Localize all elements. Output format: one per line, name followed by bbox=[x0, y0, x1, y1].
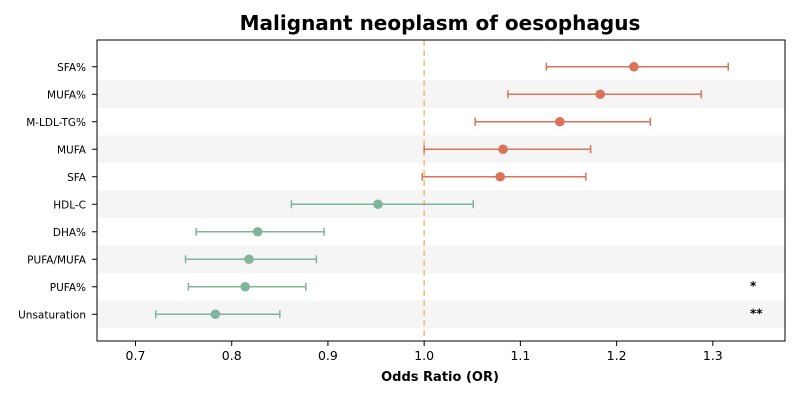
x-tick-label: 0.8 bbox=[222, 348, 242, 363]
x-tick-label: 1.3 bbox=[703, 348, 723, 363]
y-tick-label: M-LDL-TG% bbox=[26, 117, 86, 129]
row-sfa: SFA bbox=[67, 171, 587, 184]
row-mufa-: MUFA% bbox=[47, 89, 703, 101]
row-dha-: DHA% bbox=[53, 226, 325, 239]
axes-group: 0.7 0.8 0.9 1.0 1.1 1.2 1.3 bbox=[96, 39, 786, 363]
row-sfa-: SFA% bbox=[57, 61, 729, 74]
point-estimate bbox=[595, 89, 606, 100]
row-unsaturation: Unsaturation ** bbox=[18, 306, 763, 321]
y-tick-label: MUFA bbox=[57, 144, 87, 156]
row-pufa-mufa: PUFA/MUFA bbox=[27, 254, 318, 266]
y-tick-label: Unsaturation bbox=[18, 309, 86, 321]
point-estimate bbox=[373, 199, 383, 210]
x-axis-label: Odds Ratio (OR) bbox=[381, 370, 499, 385]
y-tick-label: HDL-C bbox=[53, 199, 86, 211]
row-hdl-c: HDL-C bbox=[53, 199, 474, 211]
y-tick-label: SFA bbox=[67, 172, 87, 184]
point-estimate bbox=[495, 171, 505, 182]
x-tick-label: 0.9 bbox=[318, 348, 338, 363]
y-tick-label: PUFA/MUFA bbox=[27, 254, 87, 266]
x-tick-label: 0.7 bbox=[126, 348, 146, 363]
y-tick-label: DHA% bbox=[53, 227, 86, 239]
row-m-ldl-tg-: M-LDL-TG% bbox=[26, 116, 652, 129]
point-estimate bbox=[252, 226, 263, 237]
significance-annotation: * bbox=[750, 279, 757, 293]
point-estimate bbox=[244, 254, 254, 265]
row-mufa: MUFA bbox=[57, 144, 592, 156]
y-tick-label: MUFA% bbox=[47, 89, 86, 101]
significance-annotation: ** bbox=[750, 306, 763, 320]
point-estimate bbox=[555, 116, 565, 127]
rows-group: SFA% MUFA% M-LDL-TG% MUFA SFA HDL-C DHA% PUFA/M… bbox=[18, 62, 763, 322]
y-tick-label: PUFA% bbox=[50, 282, 86, 294]
point-estimate bbox=[629, 61, 639, 72]
point-estimate bbox=[240, 281, 250, 292]
chart-title: Malignant neoplasm of oesophagus bbox=[240, 11, 641, 35]
point-estimate bbox=[210, 309, 221, 320]
x-tick-label: 1.1 bbox=[510, 348, 530, 363]
x-tick-label: 1.0 bbox=[414, 348, 434, 363]
point-estimate bbox=[498, 144, 508, 155]
x-tick-label: 1.2 bbox=[607, 348, 627, 363]
row-pufa-: PUFA% * bbox=[50, 279, 757, 294]
y-tick-label: SFA% bbox=[57, 62, 86, 74]
plot-frame bbox=[96, 39, 786, 342]
